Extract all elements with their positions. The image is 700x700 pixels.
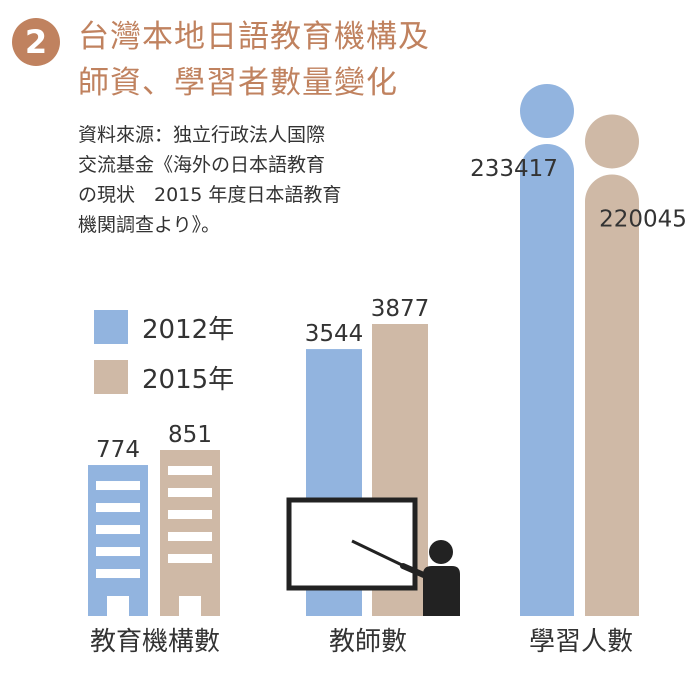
blackboard-icon bbox=[286, 497, 418, 591]
chart-title-line-2: 師資、學習者數量變化 bbox=[78, 65, 398, 101]
building-window-icon bbox=[168, 554, 212, 563]
legend-item-2015: 2015年 bbox=[94, 352, 234, 402]
value-label-1-2015: 3877 bbox=[371, 296, 430, 322]
building-window-icon bbox=[96, 503, 140, 513]
legend-label-2015: 2015年 bbox=[142, 364, 235, 395]
building-door-icon bbox=[107, 596, 129, 616]
legend: 2012年 2015年 bbox=[94, 302, 234, 402]
value-label-2-2012: 233417 bbox=[470, 156, 558, 182]
learner-person-head-2012 bbox=[520, 84, 574, 138]
source-note: 資料來源：独立行政法人国際 交流基金《海外の日本語教育 の現状 2015 年度日… bbox=[78, 120, 341, 240]
learners-bar-2012 bbox=[520, 144, 574, 616]
building-window-icon bbox=[168, 532, 212, 541]
category-label-1: 教師數 bbox=[329, 627, 407, 657]
building-window-icon bbox=[96, 569, 140, 579]
building-window-icon bbox=[96, 481, 140, 491]
category-label-2: 學習人數 bbox=[529, 627, 633, 657]
value-label-0-2012: 774 bbox=[96, 437, 140, 463]
source-note-line-2: 交流基金《海外の日本語教育 bbox=[78, 154, 326, 176]
source-note-line-1: 資料來源：独立行政法人国際 bbox=[78, 124, 326, 146]
value-label-2-2015: 220045 bbox=[599, 206, 687, 232]
pointer-stick-icon bbox=[351, 539, 405, 568]
building-window-icon bbox=[168, 488, 212, 497]
category-label-0: 教育機構數 bbox=[90, 627, 220, 657]
source-note-line-3: の現状 2015 年度日本語教育 bbox=[78, 184, 342, 206]
institutions-bar-2012 bbox=[88, 465, 148, 616]
legend-swatch-2015 bbox=[94, 360, 128, 394]
legend-label-2012: 2012年 bbox=[142, 314, 235, 345]
teacher-head-icon bbox=[429, 540, 453, 564]
building-window-icon bbox=[168, 466, 212, 475]
learner-person-head-2015 bbox=[585, 114, 639, 169]
chart-title: 台灣本地日語教育機構及 師資、學習者數量變化 bbox=[78, 14, 430, 106]
value-label-1-2012: 3544 bbox=[305, 321, 364, 347]
teacher-body-icon bbox=[423, 566, 460, 616]
building-door-icon bbox=[179, 596, 201, 616]
source-note-line-4: 機関調查より》。 bbox=[78, 214, 221, 236]
teacher-arm-icon bbox=[400, 563, 429, 579]
legend-swatch-2012 bbox=[94, 310, 128, 344]
building-window-icon bbox=[96, 547, 140, 557]
learners-bar-2015 bbox=[585, 174, 639, 616]
figure-number-badge: 2 bbox=[12, 18, 60, 66]
building-window-icon bbox=[96, 525, 140, 535]
teacher-blackboard-icon bbox=[286, 497, 460, 616]
chart-title-line-1: 台灣本地日語教育機構及 bbox=[78, 19, 430, 55]
legend-item-2012: 2012年 bbox=[94, 302, 234, 352]
building-window-icon bbox=[168, 510, 212, 519]
value-label-0-2015: 851 bbox=[168, 422, 212, 448]
